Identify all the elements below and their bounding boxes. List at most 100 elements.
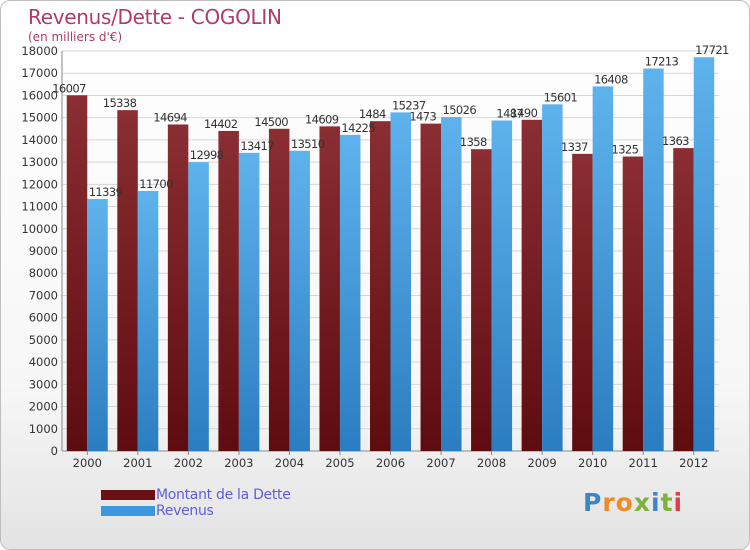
x-tick-label: 2007 [426,456,455,470]
chart-title: Revenus/Dette - COGOLIN [28,5,282,29]
bar-revenus [339,134,361,451]
data-label: 14225 [341,121,375,135]
legend-swatch-revenus [101,506,155,516]
bar-dette [117,110,138,452]
bar-dette [572,153,593,451]
data-label: 1473 [409,110,436,124]
y-tick-label: 7000 [29,288,58,302]
data-label: 15026 [442,103,476,117]
bar-dette [167,124,189,451]
data-label: 1487 [496,107,523,121]
proxiti-logo: Proxiti [583,488,683,517]
x-tick-label: 2011 [629,456,658,470]
y-tick-label: 11000 [21,200,58,214]
y-tick-label: 15000 [21,111,58,125]
x-tick-label: 2010 [578,456,607,470]
x-tick-label: 2000 [73,456,102,470]
x-tick-label: 2012 [679,456,708,470]
logo-letter: o [615,488,634,517]
y-tick-label: 8000 [29,266,58,280]
data-label: 1363 [662,134,689,148]
data-label: 11339 [89,185,123,199]
y-tick-label: 14000 [21,133,58,147]
data-label: 1490 [510,106,537,120]
data-label: 17721 [695,43,729,57]
data-label: 15601 [544,90,578,104]
x-tick-label: 2008 [477,456,506,470]
bar-revenus [87,199,108,451]
logo-letter: i [651,488,661,517]
bar-revenus [592,86,614,451]
data-label: 1337 [561,140,588,154]
y-tick-label: 17000 [21,66,58,80]
x-tick-label: 2002 [174,456,203,470]
y-tick-label: 9000 [29,244,58,258]
bar-dette [521,119,543,452]
bar-revenus [238,152,260,451]
legend-swatch-dette [101,490,155,500]
y-tick-label: 6000 [29,311,58,325]
data-label: 14402 [204,117,238,131]
data-label: 11700 [139,177,173,191]
y-tick-label: 13000 [21,155,58,169]
logo-letter: P [583,488,603,517]
data-label: 1358 [460,135,487,149]
data-label: 15237 [392,98,426,112]
x-tick-label: 2006 [376,456,405,470]
bar-revenus [441,117,462,451]
x-tick-label: 2001 [123,456,152,470]
x-tick-label: 2009 [527,456,556,470]
logo-letter: i [673,488,684,517]
chart-subtitle: (en milliers d'€) [28,30,123,44]
y-tick-label: 0 [51,444,58,458]
bar-dette [370,121,391,451]
bar-revenus [188,162,209,451]
bar-revenus [542,104,563,452]
legend-label-dette: Montant de la Dette [156,487,291,503]
bar-dette [66,95,88,452]
data-label: 12998 [190,148,224,162]
logo-letter: t [660,488,674,517]
bar-dette [420,123,442,451]
data-label: 14694 [153,110,187,124]
bar-dette [622,156,644,452]
logo-letter: r [602,488,616,517]
logo-letter: x [633,488,651,517]
data-label: 14500 [254,115,288,129]
y-tick-label: 18000 [21,44,58,58]
y-tick-label: 1000 [29,422,58,436]
data-label: 16007 [52,81,86,95]
y-tick-label: 12000 [21,177,58,191]
y-tick-label: 5000 [29,333,58,347]
bar-dette [471,149,492,451]
data-label: 13510 [291,137,325,151]
x-tick-label: 2003 [224,456,253,470]
bar-dette [319,126,340,451]
bar-revenus [491,120,513,451]
data-label: 15338 [103,96,137,110]
bar-revenus [643,68,664,451]
bar-revenus [137,191,159,451]
data-label: 16408 [594,72,628,86]
bar-revenus [289,150,310,451]
y-tick-label: 2000 [29,400,58,414]
data-label: 13417 [240,139,274,153]
y-tick-label: 16000 [21,88,58,102]
bar-dette [218,130,239,451]
bar-revenus [390,112,411,452]
x-tick-label: 2004 [275,456,304,470]
legend-label-revenus: Revenus [156,503,214,519]
x-tick-label: 2005 [325,456,354,470]
data-label: 1325 [612,143,639,157]
y-tick-label: 4000 [29,355,58,369]
bar-dette [673,148,694,452]
bar-dette [268,128,290,451]
y-tick-label: 3000 [29,377,58,391]
bar-revenus [693,57,715,451]
data-label: 1484 [359,107,386,121]
y-tick-label: 10000 [21,222,58,236]
data-label: 14609 [305,112,339,126]
data-label: 17213 [645,54,679,68]
